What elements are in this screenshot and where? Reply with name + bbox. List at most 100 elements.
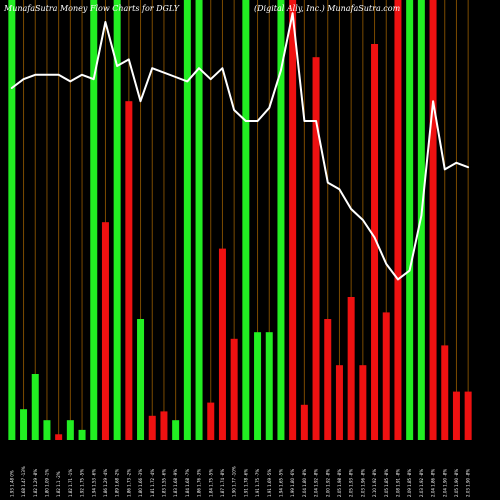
line-point [46, 74, 48, 76]
x-tick-label: 1.68 1.47 -13% [21, 466, 26, 497]
line-point [303, 120, 305, 122]
x-tick-label: 1.93 1.48 0% [9, 470, 14, 497]
outflow-bar [300, 404, 308, 440]
outflow-bar [230, 338, 238, 440]
inflow-bar [195, 0, 203, 440]
x-tick-label: 1.94 1.65 -5% [278, 469, 283, 497]
outflow-bar [289, 0, 297, 440]
line-point [221, 67, 224, 69]
outflow-bar [429, 0, 437, 440]
inflow-bar [8, 0, 16, 440]
x-tick-label: 1.90 1.77 -10% [232, 466, 237, 497]
x-tick-label: 1.91 1.78 -6% [243, 469, 248, 497]
line-point [409, 270, 411, 272]
outflow-bar [452, 391, 460, 440]
line-point [280, 69, 282, 71]
inflow-bar [265, 332, 273, 440]
x-tick-label: 2.10 1.92 -8% [372, 469, 377, 497]
outflow-bar [335, 365, 343, 440]
line-point [116, 65, 118, 67]
inflow-bar [406, 0, 414, 440]
x-tick-label: 2.04 1.86 -8% [431, 469, 436, 497]
line-point [327, 182, 329, 184]
line-point [444, 168, 446, 170]
line-point [256, 120, 259, 122]
x-tick-labels: 1.93 1.48 0% 1.68 1.47 -13% 1.82 1.29 -8% 1… [9, 466, 470, 497]
x-tick-label: 1.82 1.71 -1% [68, 469, 73, 497]
x-tick-label: 1.89 1.68 -2% [115, 469, 120, 497]
outflow-bar [148, 415, 156, 440]
inflow-bar [277, 0, 285, 440]
outflow-bar [324, 319, 332, 440]
line-point [58, 74, 60, 76]
line-point [11, 87, 13, 89]
money-flow-line-series [10, 12, 470, 281]
outflow-bar [371, 44, 379, 440]
line-point [139, 100, 142, 102]
outflow-bar [382, 312, 390, 440]
x-tick-label: 1.80 1.66 -3% [138, 469, 143, 497]
line-point [22, 78, 25, 80]
x-tick-label: 1.80 1.09 -1% [44, 469, 49, 497]
inflow-bar [66, 420, 74, 440]
line-point [198, 67, 200, 69]
x-tick-label: 2.03 1.92 -8% [419, 469, 424, 497]
outflow-bar [218, 248, 226, 440]
outflow-bar [347, 297, 355, 440]
x-tick-label: 1.83 1.68 -9% [173, 469, 178, 497]
line-point [245, 120, 247, 122]
outflow-bar [394, 0, 402, 440]
line-point [104, 21, 107, 23]
x-tick-label: 1.86 1.76 -3% [197, 469, 202, 497]
outflow-bar [125, 101, 133, 440]
inflow-bar [78, 429, 86, 440]
line-point [350, 208, 352, 210]
line-point [385, 263, 387, 265]
x-tick-label: 2.04 1.92 -8% [314, 469, 319, 497]
line-point [455, 162, 458, 164]
inflow-bar [137, 319, 145, 440]
line-point [315, 120, 317, 122]
line-point [81, 74, 83, 76]
x-tick-label: 2.09 1.85 -8% [407, 469, 412, 497]
line-point [175, 76, 177, 78]
x-tick-label: 1.83 1.55 -6% [161, 469, 166, 497]
line-point [292, 12, 294, 14]
outflow-bar [160, 411, 168, 440]
line-point [338, 188, 341, 190]
line-point [151, 67, 153, 69]
x-tick-label: 1.82 1.1 -2% [56, 471, 61, 497]
x-tick-label: 2.05 1.93 -8% [349, 469, 354, 497]
x-tick-label: 1.86 1.73 -2% [126, 469, 131, 497]
outflow-bar [55, 434, 63, 440]
x-tick-label: 2.05 1.90 -8% [454, 469, 459, 497]
x-tick-label: 2.05 1.85 -8% [384, 469, 389, 497]
inflow-bar [20, 409, 28, 440]
x-tick-label: 2.03 1.90 -8% [466, 469, 471, 497]
line-point [93, 78, 95, 80]
inflow-bar [254, 332, 262, 440]
x-tick-label: 1.94 1.53 -6% [91, 469, 96, 497]
inflow-bar [90, 0, 98, 440]
outflow-bar [101, 222, 109, 440]
chart-subtitle: (Digital Ally, Inc.) MunafaSutra.com [254, 4, 401, 13]
outflow-bar [464, 391, 472, 440]
outflow-bar [441, 345, 449, 440]
line-point [373, 237, 376, 239]
x-tick-label: 1.82 1.29 -8% [33, 469, 38, 497]
x-tick-label: 1.87 1.74 -8% [220, 469, 225, 497]
x-tick-label: 2.08 1.91 -8% [395, 469, 400, 497]
line-point [362, 219, 364, 221]
inflow-bar [242, 0, 250, 440]
chart-title: MunafaSutra Money Flow Charts for DGLY [3, 4, 180, 13]
line-point [420, 215, 422, 217]
x-tick-label: 1.92 1.75 -5% [80, 469, 85, 497]
inflow-bar [113, 0, 121, 440]
x-tick-label: 1.84 1.75 -5% [208, 469, 213, 497]
line-point [233, 109, 235, 111]
x-tick-label: 1.86 1.29 -4% [103, 469, 108, 497]
line-point [467, 166, 469, 168]
line-point [128, 58, 130, 61]
x-tick-label: 2.04 1.90 -8% [442, 469, 447, 497]
